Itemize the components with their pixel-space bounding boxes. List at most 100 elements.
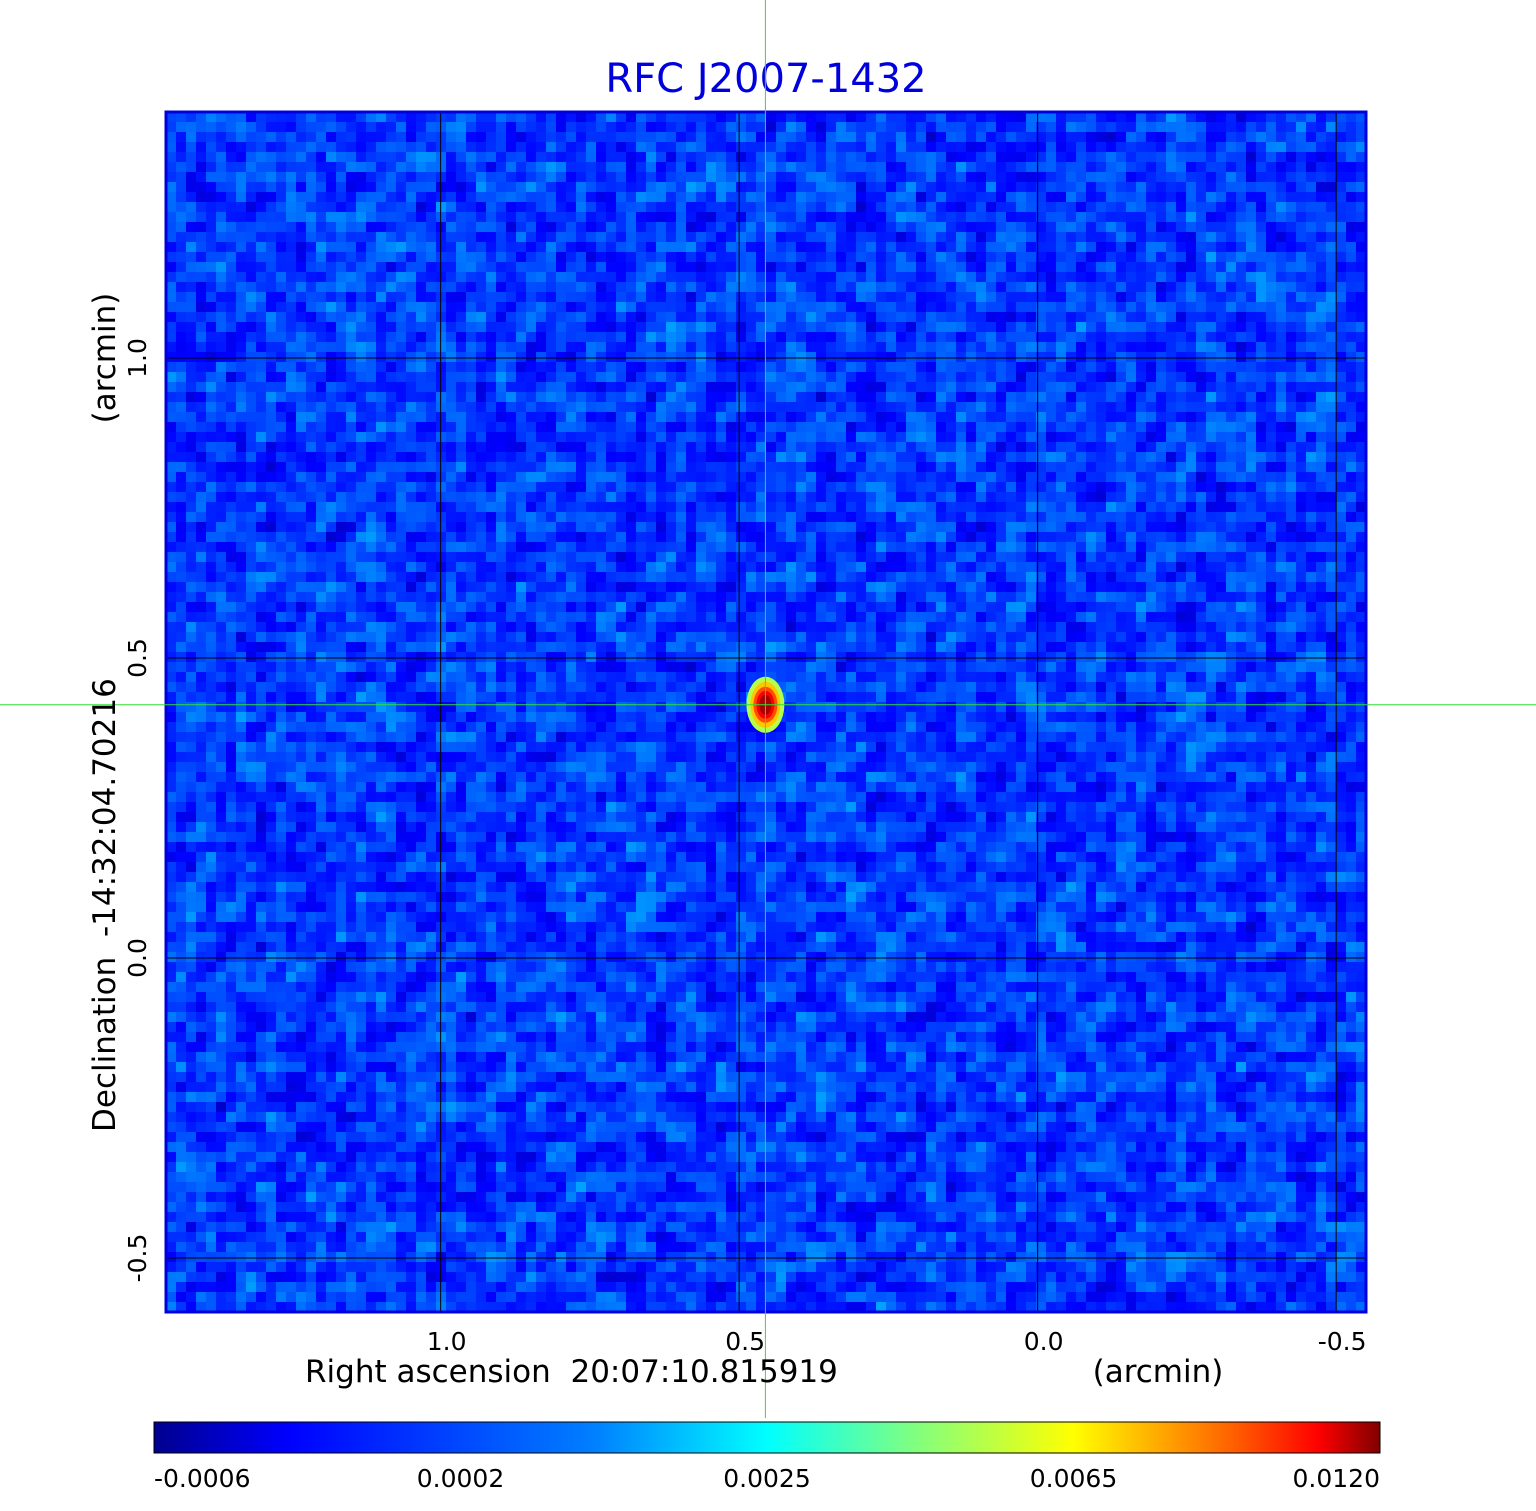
image-pixel [346,332,356,342]
image-pixel [386,122,396,132]
image-pixel [206,862,216,872]
image-pixel [476,612,486,622]
image-pixel [526,982,536,992]
image-pixel [356,722,366,732]
image-pixel [576,842,586,852]
image-pixel [336,1112,346,1122]
image-pixel [266,112,276,122]
image-pixel [516,932,526,942]
image-pixel [476,272,486,282]
image-pixel [316,1282,326,1292]
image-pixel [316,112,326,122]
image-pixel [516,702,526,712]
image-pixel [546,432,556,442]
image-pixel [566,432,576,442]
image-pixel [236,672,246,682]
image-pixel [206,1162,216,1172]
image-pixel [546,112,556,122]
image-pixel [536,392,546,402]
image-pixel [486,702,496,712]
image-pixel [236,482,246,492]
image-pixel [216,1122,226,1132]
image-pixel [556,332,566,342]
image-pixel [476,502,486,512]
image-pixel [326,252,336,262]
image-pixel [326,1132,336,1142]
image-pixel [426,852,436,862]
image-pixel [226,512,236,522]
image-pixel [516,142,526,152]
image-pixel [426,752,436,762]
image-pixel [536,332,546,342]
image-pixel [376,342,386,352]
image-pixel [266,1022,276,1032]
image-pixel [416,1182,426,1192]
image-pixel [496,372,506,382]
image-pixel [536,312,546,322]
image-pixel [236,302,246,312]
image-pixel [236,1252,246,1262]
image-pixel [456,932,466,942]
image-pixel [196,932,206,942]
image-pixel [166,462,176,472]
image-pixel [556,862,566,872]
image-pixel [186,552,196,562]
image-pixel [556,962,566,972]
image-pixel [516,1172,526,1182]
image-pixel [536,242,546,252]
image-pixel [266,542,276,552]
image-pixel [176,432,186,442]
image-pixel [216,962,226,972]
image-pixel [466,192,476,202]
image-pixel [296,892,306,902]
image-pixel [426,552,436,562]
image-pixel [226,402,236,412]
image-pixel [566,372,576,382]
image-pixel [576,412,586,422]
image-pixel [386,1252,396,1262]
image-pixel [466,972,476,982]
image-pixel [356,1092,366,1102]
image-pixel [416,342,426,352]
image-pixel [266,432,276,442]
image-pixel [496,1042,506,1052]
image-pixel [456,522,466,532]
image-pixel [256,902,266,912]
image-pixel [456,1282,466,1292]
image-pixel [166,902,176,912]
image-pixel [176,762,186,772]
image-pixel [356,582,366,592]
image-pixel [516,582,526,592]
image-pixel [396,772,406,782]
image-pixel [566,892,576,902]
image-pixel [366,552,376,562]
image-pixel [516,632,526,642]
image-pixel [316,1232,326,1242]
image-pixel [566,1122,576,1132]
image-pixel [266,582,276,592]
image-pixel [506,782,516,792]
image-pixel [186,732,196,742]
image-pixel [186,1022,196,1032]
image-pixel [376,272,386,282]
image-pixel [476,452,486,462]
image-pixel [536,1142,546,1152]
image-pixel [366,1082,376,1092]
image-pixel [456,342,466,352]
image-pixel [366,1142,376,1152]
image-pixel [286,1232,296,1242]
image-pixel [226,502,236,512]
image-pixel [276,522,286,532]
image-pixel [466,222,476,232]
image-pixel [306,362,316,372]
image-pixel [306,292,316,302]
image-pixel [476,852,486,862]
image-pixel [526,652,536,662]
image-pixel [166,1132,176,1142]
image-pixel [386,652,396,662]
image-pixel [236,292,246,302]
image-pixel [236,982,246,992]
image-pixel [226,902,236,912]
image-pixel [476,932,486,942]
image-pixel [296,112,306,122]
